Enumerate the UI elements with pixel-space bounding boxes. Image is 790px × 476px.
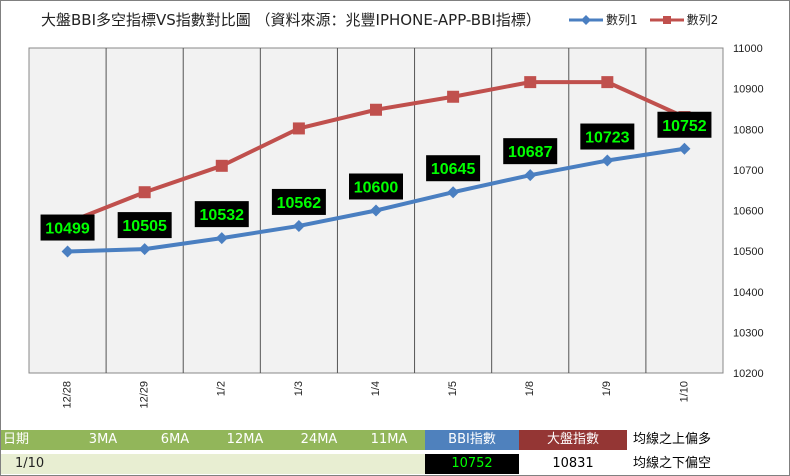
data-label: 10562 [277, 195, 322, 212]
series-1-point [215, 232, 228, 245]
header-market-index: 大盤指數 [519, 430, 627, 450]
table-row: 1/10 10752 10831 均線之下偏空 [1, 454, 789, 474]
header-6ma: 6MA [145, 430, 205, 450]
header-bbi-index: BBI指數 [425, 430, 519, 450]
data-label-box [580, 123, 635, 150]
x-tick-label: 1/3 [293, 381, 305, 396]
series-1-point [138, 243, 151, 256]
x-tick-label: 1/2 [216, 381, 228, 396]
series-1-point [292, 219, 305, 232]
row-24ma [285, 454, 353, 474]
series-2-point [292, 122, 305, 135]
header-note: 均線之上偏多 [627, 430, 789, 450]
row-11ma [353, 454, 425, 474]
data-label: 10600 [354, 180, 399, 197]
data-label: 10532 [200, 207, 245, 224]
data-label: 10752 [662, 118, 707, 135]
series-1-point [524, 169, 537, 182]
chart-title: 大盤BBI多空指標VS指數對比圖 （資料來源：兆豐IPHONE-APP-BBI指… [41, 11, 541, 29]
x-tick-label: 1/10 [678, 381, 690, 402]
data-label-box [194, 201, 249, 228]
x-tick-label: 1/5 [447, 381, 459, 396]
data-label: 10687 [508, 144, 553, 161]
series-2-point [215, 159, 228, 172]
legend-swatch-series-2 [649, 15, 684, 24]
legend-item-series-2: 數列2 [649, 11, 719, 28]
header-12ma: 12MA [205, 430, 285, 450]
series-2-point [370, 103, 382, 116]
x-tick-label: 12/29 [139, 381, 151, 409]
data-label-box [503, 138, 558, 165]
legend-label-series-2: 數列2 [686, 13, 719, 27]
data-label-box [40, 214, 95, 241]
y-tick-label: 10400 [733, 287, 764, 299]
row-12ma [205, 454, 285, 474]
series-2-point [524, 76, 537, 89]
y-tick-label: 10500 [733, 246, 764, 258]
row-3ma [61, 454, 145, 474]
table-header-row: 日期 3MA 6MA 12MA 24MA 11MA BBI指數 大盤指數 均線之… [1, 430, 789, 450]
x-tick-label: 12/28 [61, 381, 73, 409]
legend-item-series-1: 數列1 [569, 11, 638, 28]
series-1-point [601, 154, 614, 167]
legend-label-series-1: 數列1 [606, 13, 638, 27]
x-tick-label: 1/9 [601, 381, 613, 396]
row-bbi-value: 10752 [425, 454, 519, 474]
y-tick-label: 10900 [733, 84, 764, 96]
series-2-point [138, 186, 151, 199]
series-2-point [601, 76, 614, 89]
series-1-point [678, 142, 691, 155]
row-market-value: 10831 [519, 454, 627, 474]
x-tick-label: 1/8 [524, 381, 536, 396]
data-label-box [426, 155, 481, 182]
data-label: 10645 [431, 161, 476, 178]
y-tick-label: 11000 [733, 43, 763, 55]
data-label-box [271, 188, 326, 215]
y-tick-label: 10700 [733, 165, 764, 177]
series-2-point [447, 90, 460, 103]
y-tick-label: 10800 [733, 124, 764, 136]
y-tick-label: 10600 [733, 206, 764, 218]
chart-svg: 10200 10300 10400 10500 10600 10700 10800 10900… [28, 43, 764, 409]
header-3ma: 3MA [61, 430, 145, 450]
y-tick-label: 10200 [733, 368, 764, 380]
series-1-point [61, 245, 74, 258]
legend: 數列1 數列2 [569, 11, 718, 28]
header-24ma: 24MA [285, 430, 353, 450]
row-note: 均線之下偏空 [627, 454, 789, 474]
summary-table: 日期 3MA 6MA 12MA 24MA 11MA BBI指數 大盤指數 均線之… [1, 430, 789, 474]
data-label: 10499 [45, 221, 90, 238]
row-date: 1/10 [1, 454, 61, 474]
header-date: 日期 [1, 430, 61, 450]
row-6ma [145, 454, 205, 474]
data-label-box [349, 173, 403, 200]
header-11ma: 11MA [353, 430, 425, 450]
series-1-point [447, 186, 460, 199]
data-label-box [657, 111, 712, 138]
data-label-box [117, 212, 172, 239]
y-tick-label: 10300 [733, 327, 764, 339]
series-1-point [370, 204, 382, 217]
data-label: 10505 [122, 218, 167, 235]
x-tick-label: 1/4 [370, 381, 382, 396]
data-label: 10723 [585, 130, 630, 147]
legend-swatch-series-1 [569, 14, 603, 25]
